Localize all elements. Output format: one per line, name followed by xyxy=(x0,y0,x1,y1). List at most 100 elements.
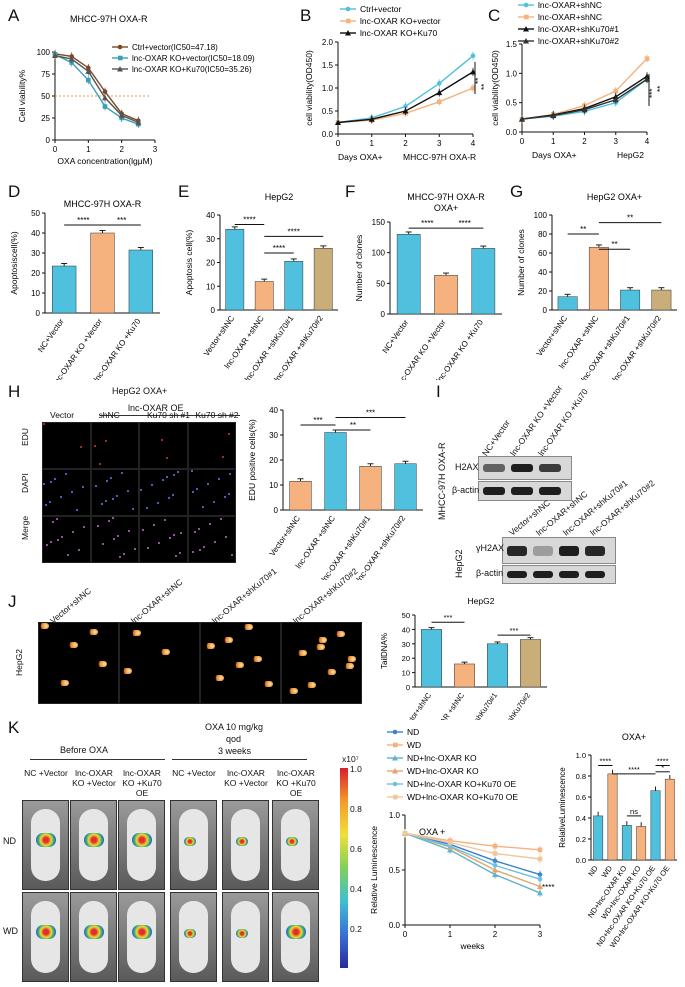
series-line xyxy=(404,832,541,876)
data-point xyxy=(402,108,409,114)
h-row-label: Merge xyxy=(20,515,30,540)
data-point xyxy=(118,112,125,118)
data-point xyxy=(436,81,442,86)
protein-band xyxy=(539,463,561,473)
i-band-label: γH2AX xyxy=(476,543,505,553)
bioluminescence-signal xyxy=(36,925,56,939)
cell-nucleus xyxy=(156,502,159,504)
x-axis-label: weeks xyxy=(459,941,484,951)
y-tick-label: 0.0 xyxy=(506,128,518,137)
significance-label: ** xyxy=(627,214,633,223)
comet-nucleus xyxy=(243,624,253,630)
y-tick-label: 10 xyxy=(269,481,278,490)
i-band-label: β-actin xyxy=(476,568,504,578)
legend-label: lnc-OXAR KO+vector xyxy=(360,16,441,26)
chart-title: HepG2 xyxy=(468,596,495,606)
legend-marker xyxy=(392,729,398,735)
bar xyxy=(620,289,641,311)
cell-nucleus xyxy=(151,484,153,486)
protein-band xyxy=(533,571,553,578)
cell-nucleus xyxy=(177,471,179,473)
data-point xyxy=(492,843,498,849)
significance-label: ** xyxy=(580,225,586,234)
bar xyxy=(520,639,541,688)
bioluminescence-signal xyxy=(132,833,152,847)
series-line xyxy=(404,832,541,880)
data-point xyxy=(102,94,108,101)
k-mouse-image xyxy=(272,800,319,890)
panel-label-g: G xyxy=(510,182,524,201)
data-point xyxy=(492,851,498,856)
cell-nucleus xyxy=(171,494,174,496)
h-microscopy-image xyxy=(90,469,139,516)
h-group-line xyxy=(100,415,240,416)
cell-nucleus xyxy=(180,532,182,534)
cell-nucleus xyxy=(57,539,59,541)
bar xyxy=(289,481,312,511)
significance-label: **** xyxy=(421,219,433,228)
cell-nucleus xyxy=(80,446,82,448)
legend-label: WD+lnc-OXAR KO+Ku70 OE xyxy=(407,792,518,802)
bar xyxy=(128,249,153,314)
cell-nucleus xyxy=(174,555,177,557)
cell-nucleus xyxy=(192,551,194,553)
legend-label: lnc-OXAR+shKu70#2 xyxy=(538,36,619,46)
legend-marker xyxy=(393,742,398,748)
legend-marker xyxy=(117,66,123,72)
y-tick-label: 10 xyxy=(31,289,40,298)
bar xyxy=(396,234,421,315)
chart-c: 0.0 0.5 1.0 1.5 0 1 2 3 4 lnc-OXAR+shNC lnc-OXAR+s… xyxy=(490,0,665,160)
x-tick-label: 0 xyxy=(520,137,525,146)
bar xyxy=(394,463,417,511)
cell-nucleus xyxy=(46,544,48,546)
k-colorbar-tick: 0.8 xyxy=(350,804,362,814)
comet-nucleus xyxy=(223,637,233,643)
y-axis-label: cell viability(OD450) xyxy=(490,50,500,126)
cell-nucleus xyxy=(145,507,148,509)
significance-label: **** xyxy=(288,227,300,236)
x-axis-label: Days OXA+ xyxy=(338,152,383,162)
bar xyxy=(434,275,458,315)
protein-band xyxy=(539,487,561,495)
comet-nucleus xyxy=(297,650,307,656)
data-point xyxy=(537,872,543,877)
y-tick-label: 1.0 xyxy=(322,84,334,93)
i-blot-actin-2 xyxy=(502,565,616,584)
cell-nucleus xyxy=(72,531,74,533)
cell-nucleus xyxy=(178,552,181,554)
y-tick-label: 50 xyxy=(376,279,385,288)
y-tick-label: 0.0 xyxy=(389,921,401,930)
bar xyxy=(254,281,274,311)
cell-nucleus xyxy=(133,548,136,550)
protein-band xyxy=(511,487,533,495)
panel-label-f: F xyxy=(345,182,356,201)
x-tick-label: 3 xyxy=(153,145,158,154)
chart-title: HepG2 xyxy=(265,192,294,202)
y-tick-label: 0 xyxy=(543,306,548,315)
cell-nucleus xyxy=(160,439,163,441)
comet-nucleus xyxy=(131,630,141,636)
bar xyxy=(607,773,618,861)
i-cell-label: MHCC-97H OXA-R xyxy=(437,442,447,520)
x-tick-label: 0 xyxy=(336,139,341,148)
k-mouse-column-label: lnc-OXAR KO +Ku70 OE xyxy=(122,768,162,798)
comet-nucleus xyxy=(315,644,325,650)
data-point xyxy=(86,77,91,83)
data-point xyxy=(102,104,108,109)
x-tick-label: 3 xyxy=(614,137,619,146)
y-tick-label: 2.0 xyxy=(322,38,334,47)
cell-nucleus xyxy=(54,478,56,480)
y-axis-label: RelativeLuminescence xyxy=(558,767,567,848)
h-microscopy-image xyxy=(139,469,188,516)
legend-marker xyxy=(523,26,529,32)
y-tick-label: 10 xyxy=(206,282,215,291)
bar xyxy=(284,261,304,311)
cell-nucleus xyxy=(50,541,52,543)
k-mouse-image xyxy=(70,800,117,890)
panel-label-d: D xyxy=(8,182,21,201)
y-tick-label: 0 xyxy=(406,683,410,692)
data-point xyxy=(612,96,619,103)
h-column-label: Ku70 sh #1 xyxy=(147,410,191,420)
cell-nucleus xyxy=(55,518,58,520)
